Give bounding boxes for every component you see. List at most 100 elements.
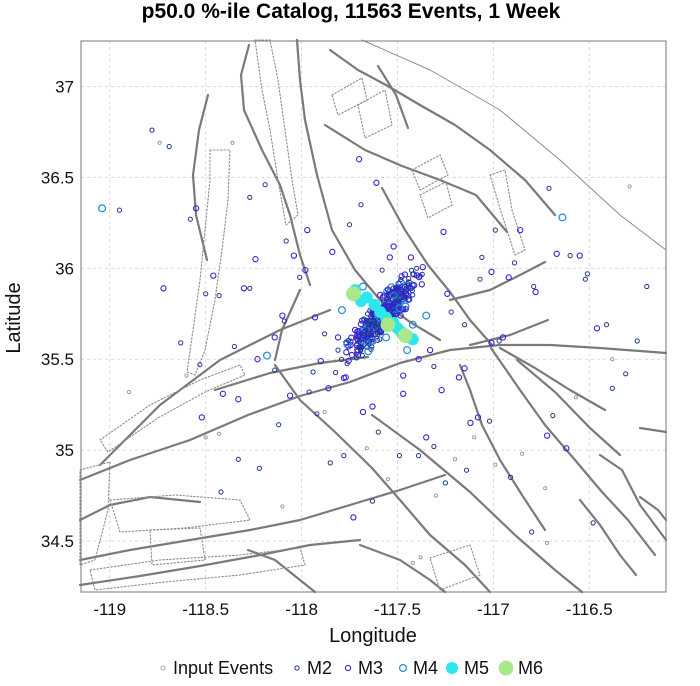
point-input-events bbox=[385, 477, 390, 482]
point-m3 bbox=[311, 314, 319, 321]
point-input-events bbox=[610, 357, 615, 362]
point-m3 bbox=[474, 414, 482, 421]
point-m2 bbox=[272, 367, 278, 373]
point-m2 bbox=[486, 418, 493, 424]
point-m2 bbox=[276, 422, 282, 428]
point-m2 bbox=[346, 222, 353, 228]
point-m4 bbox=[343, 340, 352, 349]
point-m3 bbox=[418, 281, 425, 288]
point-m2 bbox=[306, 389, 312, 395]
point-m3 bbox=[393, 286, 400, 293]
point-m2 bbox=[344, 361, 350, 367]
point-m2 bbox=[399, 291, 405, 297]
point-m3 bbox=[388, 304, 396, 311]
point-m2 bbox=[375, 429, 381, 435]
point-m2 bbox=[364, 311, 371, 317]
fault-line bbox=[515, 358, 622, 457]
point-m3 bbox=[348, 334, 355, 341]
point-m2 bbox=[247, 194, 253, 200]
point-m2 bbox=[364, 344, 370, 350]
y-tick-label: 36.5 bbox=[41, 168, 74, 187]
x-tick-label: -117.5 bbox=[374, 600, 421, 619]
fault-line bbox=[361, 39, 667, 251]
point-m3 bbox=[354, 351, 362, 359]
point-m6 bbox=[397, 328, 413, 343]
point-m3 bbox=[343, 349, 350, 356]
fault-line bbox=[273, 288, 302, 362]
point-m3 bbox=[423, 434, 430, 441]
fault-zone bbox=[149, 527, 206, 566]
point-m2 bbox=[247, 285, 253, 291]
point-m2 bbox=[281, 318, 287, 324]
fault-zone bbox=[99, 364, 246, 453]
y-tick-label: 35 bbox=[55, 441, 74, 460]
point-m2 bbox=[322, 331, 328, 337]
point-m3 bbox=[369, 403, 376, 410]
point-input-events bbox=[433, 493, 438, 498]
point-m2 bbox=[203, 291, 209, 297]
legend-item: Input Events bbox=[160, 658, 273, 678]
legend-label: M5 bbox=[464, 658, 489, 678]
fault-line bbox=[638, 495, 668, 522]
point-m2 bbox=[416, 453, 422, 459]
fault-line bbox=[328, 48, 557, 217]
point-m3 bbox=[440, 228, 447, 236]
point-m3 bbox=[302, 266, 309, 274]
point-m3 bbox=[407, 285, 414, 292]
point-input-events bbox=[520, 451, 525, 456]
legend-item: M6 bbox=[498, 658, 543, 678]
point-m3 bbox=[355, 156, 363, 163]
fault-line bbox=[323, 123, 509, 234]
legend-label: M3 bbox=[358, 658, 383, 678]
point-m2 bbox=[603, 322, 610, 328]
y-tick-label: 37 bbox=[55, 77, 74, 96]
point-m2 bbox=[345, 337, 351, 344]
point-input-events bbox=[627, 184, 632, 189]
point-m2 bbox=[431, 363, 437, 370]
point-m3 bbox=[160, 285, 167, 292]
fault-line bbox=[246, 548, 317, 594]
point-m2 bbox=[358, 202, 364, 208]
point-m3 bbox=[342, 374, 349, 381]
point-m3 bbox=[438, 386, 445, 394]
point-m2 bbox=[644, 283, 650, 290]
fault-line bbox=[376, 64, 410, 130]
point-m3 bbox=[361, 332, 368, 339]
legend-label: M2 bbox=[307, 658, 332, 678]
point-m4 bbox=[364, 347, 373, 356]
point-m3 bbox=[415, 356, 422, 363]
legend-marker bbox=[446, 662, 458, 674]
x-tick-label: -117 bbox=[477, 600, 510, 619]
point-m2 bbox=[623, 371, 629, 377]
point-m2 bbox=[567, 253, 573, 259]
fault-zone bbox=[489, 169, 526, 256]
point-m2 bbox=[463, 467, 470, 473]
point-input-events bbox=[452, 457, 457, 462]
point-m2 bbox=[496, 338, 502, 344]
point-input-events bbox=[545, 540, 550, 545]
point-m3 bbox=[192, 205, 200, 212]
point-m2 bbox=[479, 254, 485, 260]
point-input-events bbox=[472, 435, 477, 440]
point-m3 bbox=[235, 396, 242, 403]
point-m4 bbox=[558, 213, 567, 222]
point-m3 bbox=[290, 252, 298, 259]
point-m3 bbox=[286, 392, 294, 399]
point-m2 bbox=[283, 238, 289, 244]
fault-line bbox=[78, 343, 668, 482]
legend-item: M4 bbox=[399, 658, 438, 678]
point-m2 bbox=[582, 276, 589, 282]
point-m2 bbox=[431, 443, 437, 450]
point-m3 bbox=[210, 272, 217, 279]
point-input-events bbox=[280, 504, 285, 509]
legend-item: M5 bbox=[446, 658, 489, 678]
y-axis-label: Latitude bbox=[3, 282, 25, 353]
point-m3 bbox=[553, 250, 560, 257]
point-m2 bbox=[327, 460, 333, 466]
fault-zone bbox=[109, 494, 251, 533]
point-m3 bbox=[407, 254, 415, 261]
point-m3 bbox=[376, 291, 384, 299]
point-input-events bbox=[410, 560, 415, 565]
point-m3 bbox=[563, 445, 570, 452]
point-m3 bbox=[467, 419, 474, 427]
